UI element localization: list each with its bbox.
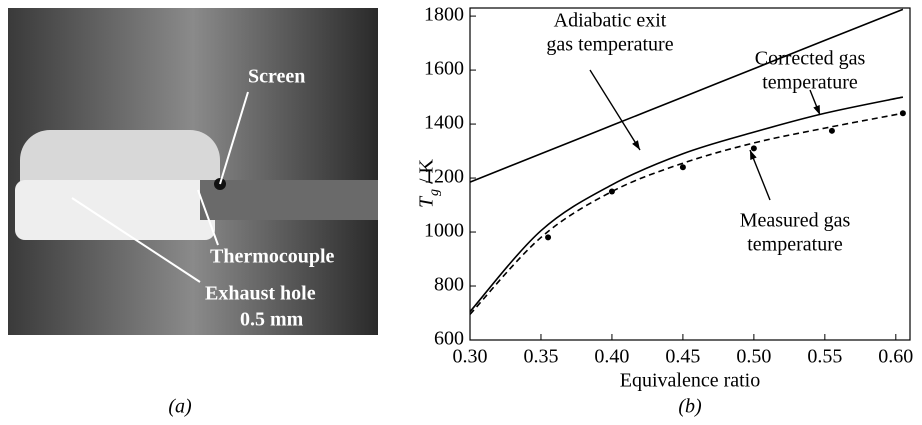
annotation: Measured gas xyxy=(740,210,851,232)
arrow-head xyxy=(813,105,820,115)
y-tick-label: 800 xyxy=(434,274,464,296)
data-point xyxy=(828,127,835,134)
annotation: temperature xyxy=(762,72,858,94)
x-tick-label: 0.45 xyxy=(665,346,700,368)
annotation: gas temperature xyxy=(546,34,673,56)
series-line xyxy=(469,112,904,315)
caption: (b) xyxy=(678,396,702,418)
annotation: temperature xyxy=(747,234,843,256)
x-tick-label: 0.60 xyxy=(878,346,913,368)
arrow-head xyxy=(750,150,757,160)
y-axis-label: T g / K xyxy=(416,158,443,208)
x-axis-label: Equivalence ratio xyxy=(620,370,761,392)
pointer xyxy=(197,189,219,246)
x-tick-label: 0.55 xyxy=(807,346,842,368)
annotation: Adiabatic exit xyxy=(554,10,667,32)
data-point xyxy=(679,164,686,171)
photo-burner xyxy=(15,180,215,240)
y-label-sub: g xyxy=(427,189,442,196)
x-tick-label: 0.40 xyxy=(594,346,629,368)
photo-tube xyxy=(200,180,378,220)
y-tick-label: 1400 xyxy=(424,112,464,134)
photo-label: Exhaust hole xyxy=(205,283,316,305)
plot-frame xyxy=(469,7,911,341)
y-tick-label: 1000 xyxy=(424,220,464,242)
pointer xyxy=(219,91,249,185)
y-label-unit: / K xyxy=(416,158,438,184)
photo-label: Screen xyxy=(248,66,305,88)
photo-label: 0.5 mm xyxy=(240,309,304,331)
annotation-arrow xyxy=(589,69,641,151)
series-line xyxy=(469,8,904,183)
arrow-head xyxy=(632,140,640,150)
y-tick-label: 1600 xyxy=(424,58,464,80)
x-tick-label: 0.35 xyxy=(523,346,558,368)
y-label: T xyxy=(416,195,438,208)
annotation: Corrected gas xyxy=(755,48,866,70)
x-tick-label: 0.30 xyxy=(453,346,488,368)
data-point xyxy=(750,145,757,152)
y-tick-label: 600 xyxy=(434,328,464,350)
photo: Screen Thermocouple Exhaust hole 0.5 mm xyxy=(8,8,378,335)
caption: (a) xyxy=(168,396,192,418)
data-point xyxy=(608,188,615,195)
y-tick-label: 1800 xyxy=(424,4,464,26)
photo-label: Thermocouple xyxy=(210,246,335,268)
pointer xyxy=(71,197,201,283)
y-tick-label: 1200 xyxy=(424,166,464,188)
data-point xyxy=(545,234,552,241)
data-point xyxy=(899,110,906,117)
x-tick-label: 0.50 xyxy=(736,346,771,368)
series-line xyxy=(469,96,904,313)
